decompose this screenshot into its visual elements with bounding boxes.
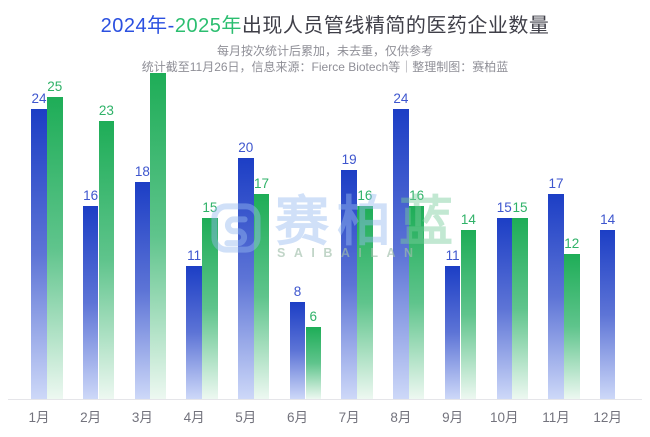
x-axis-label-8月: 8月 — [390, 410, 412, 425]
bar-2025年-3月 — [150, 73, 166, 399]
bar-value-2024年-9月: 11 — [445, 248, 460, 263]
bar-value-2024年-7月: 19 — [341, 152, 357, 167]
bar-2024年-6月 — [289, 302, 306, 399]
bar-2025年-11月 — [564, 254, 580, 399]
bar-value-2025年-6月: 6 — [309, 309, 317, 324]
bar-value-2025年-9月: 14 — [460, 212, 476, 227]
bar-2024年-8月 — [393, 109, 409, 399]
title-year-2024: 2024年 — [100, 15, 168, 37]
bar-value-2024年-6月: 8 — [293, 284, 302, 299]
bar-2024年-5月 — [238, 158, 254, 399]
x-axis-label-1月: 1月 — [28, 410, 50, 425]
title-year-2025: 2025年 — [174, 15, 242, 37]
bar-value-2025年-7月: 16 — [357, 188, 373, 203]
chart-subtitle-line2: 统计截至11月26日，信息来源：Fierce Biotech等｜整理制图：赛柏蓝 — [141, 60, 509, 74]
bar-2025年-1月 — [47, 97, 63, 399]
bar-value-2025年-8月: 16 — [409, 188, 425, 203]
bar-2024年-7月 — [341, 170, 357, 399]
bar-value-2024年-3月: 18 — [134, 164, 150, 179]
bar-2024年-10月 — [496, 218, 513, 399]
bar-2025年-5月 — [253, 194, 270, 399]
bar-2024年-4月 — [186, 266, 202, 399]
x-axis-label-5月: 5月 — [235, 410, 257, 425]
chart-subtitle-line1: 每月按次统计后累加，未去重，仅供参考 — [216, 44, 433, 58]
bar-2024年-11月 — [548, 194, 564, 399]
bar-2025年-4月 — [202, 218, 218, 399]
bar-2024年-9月 — [444, 266, 461, 399]
x-axis-label-3月: 3月 — [131, 410, 153, 425]
x-axis-label-2月: 2月 — [80, 410, 102, 425]
bar-value-2025年-4月: 15 — [202, 200, 218, 215]
bar-2025年-10月 — [512, 218, 528, 399]
bar-value-2024年-11月: 17 — [548, 176, 564, 191]
bar-value-2025年-1月: 25 — [47, 79, 63, 94]
bar-value-2024年-2月: 16 — [83, 188, 99, 203]
x-axis-label-11月: 11月 — [542, 410, 570, 425]
title-dash: - — [167, 15, 175, 37]
bar-2024年-12月 — [599, 230, 616, 399]
x-axis-label-12月: 12月 — [593, 410, 622, 425]
bar-2024年-3月 — [134, 182, 151, 399]
bar-2024年-2月 — [82, 206, 99, 399]
bar-value-2024年-8月: 24 — [393, 91, 409, 106]
x-axis-label-9月: 9月 — [442, 410, 464, 425]
bar-value-2024年-1月: 24 — [31, 91, 47, 106]
bar-value-2025年-2月: 23 — [98, 103, 114, 118]
title-text: 出现人员管线精简的医药企业数量 — [241, 15, 550, 37]
bar-2025年-7月 — [357, 206, 373, 399]
bar-2025年-9月 — [460, 230, 477, 399]
x-axis-label-4月: 4月 — [183, 410, 205, 425]
bar-2024年-1月 — [31, 109, 47, 399]
chart-title: 2024年-2025年出现人员管线精简的医药企业数量 — [0, 9, 650, 38]
x-axis-label-7月: 7月 — [338, 410, 360, 425]
bar-value-2025年-11月: 12 — [564, 236, 580, 251]
bar-2025年-6月 — [305, 327, 321, 399]
x-axis-label-6月: 6月 — [286, 410, 308, 425]
bar-2025年-2月 — [98, 121, 115, 399]
bar-2025年-8月 — [408, 206, 425, 399]
bar-value-2024年-10月: 15 — [496, 200, 512, 215]
x-axis-label-10月: 10月 — [490, 410, 519, 425]
bar-value-2025年-5月: 17 — [254, 176, 270, 191]
bar-value-2025年-10月: 15 — [512, 200, 528, 215]
x-axis-line — [8, 399, 642, 400]
bar-value-2024年-4月: 11 — [187, 248, 202, 263]
bar-value-2024年-12月: 14 — [600, 212, 616, 227]
bar-value-2024年-5月: 20 — [238, 140, 254, 155]
